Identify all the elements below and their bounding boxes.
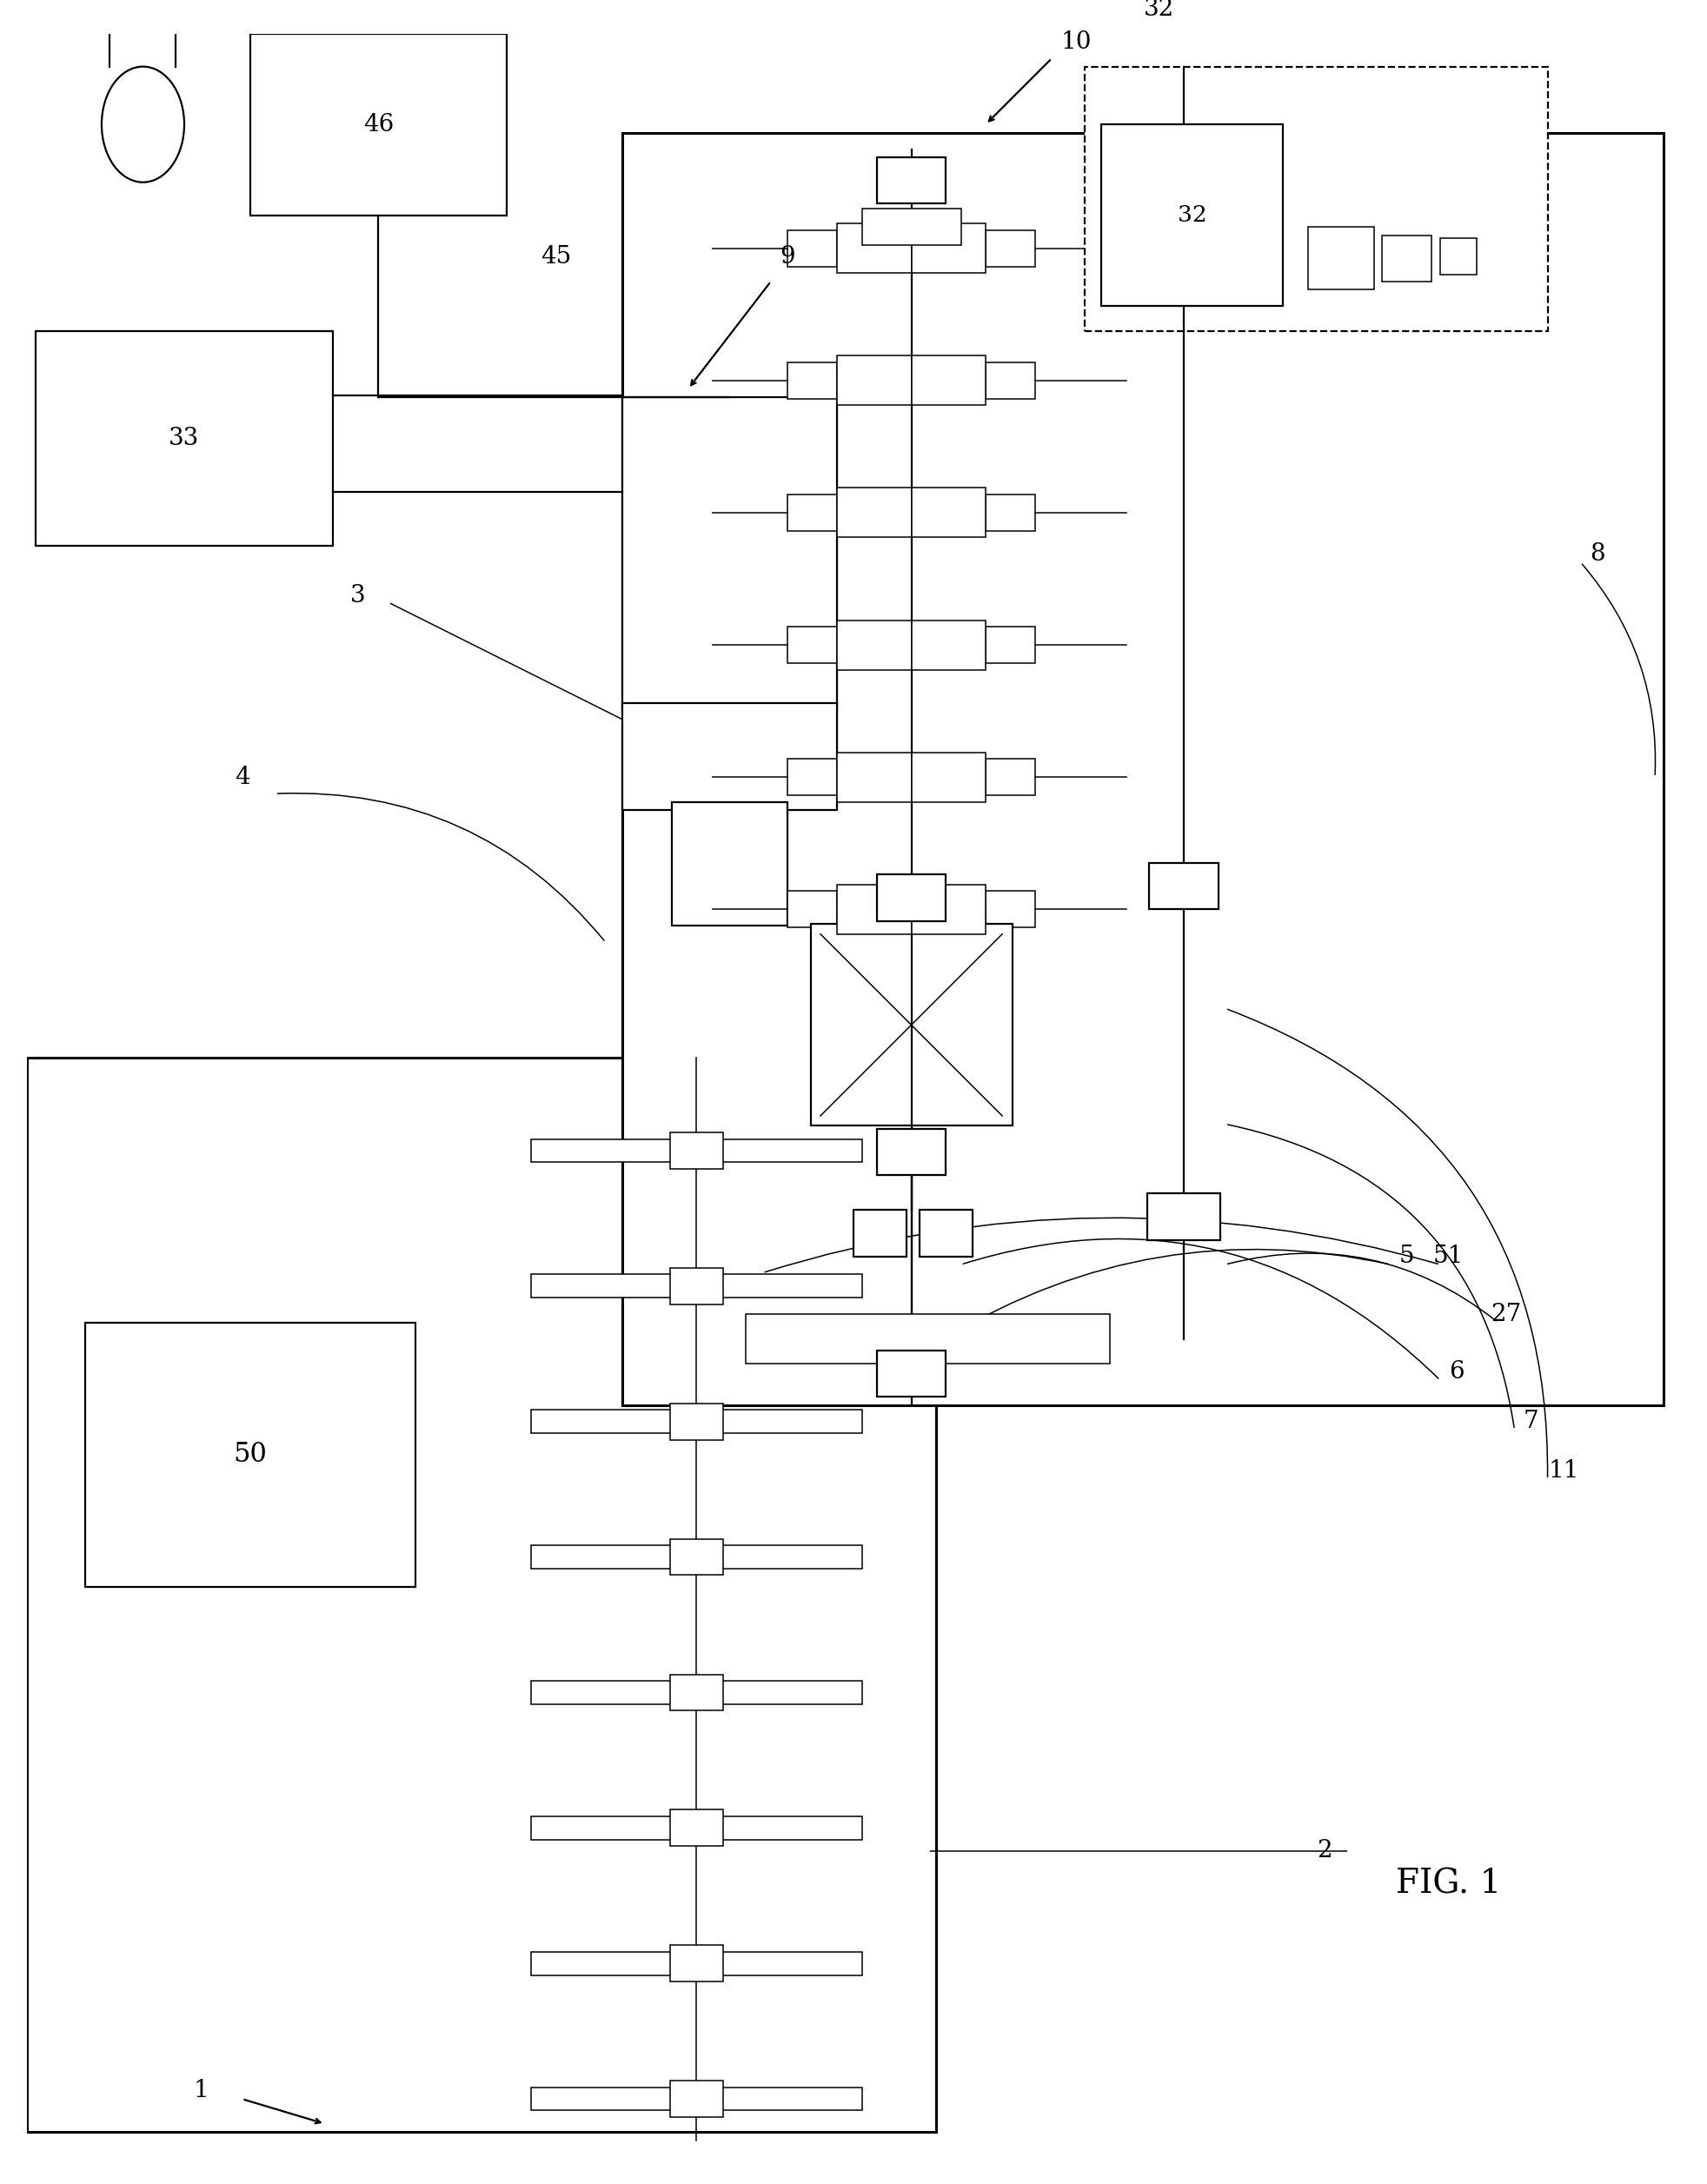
Bar	[877, 874, 946, 922]
Bar	[671, 1675, 724, 1710]
Bar	[671, 1131, 724, 1168]
Bar	[1308, 227, 1374, 290]
Text: 4: 4	[234, 764, 249, 788]
Text: 50: 50	[234, 1441, 268, 1468]
Text: 3: 3	[350, 583, 365, 607]
Text: 46: 46	[364, 114, 394, 135]
Bar	[877, 1129, 946, 1175]
Bar	[1383, 236, 1432, 282]
Bar	[85, 1321, 415, 1588]
Bar	[671, 1946, 724, 1981]
Text: 45: 45	[541, 245, 572, 269]
Bar	[877, 1350, 946, 1398]
Bar	[787, 229, 836, 266]
Text: 27: 27	[1490, 1302, 1521, 1326]
Text: 51: 51	[1432, 1245, 1465, 1269]
Bar	[912, 885, 985, 935]
Bar	[531, 1546, 862, 1568]
Text: 2: 2	[1316, 1839, 1331, 1863]
Bar	[36, 332, 333, 546]
Bar	[621, 133, 1663, 1404]
Bar	[1139, 232, 1231, 264]
Bar	[912, 620, 985, 670]
Bar	[531, 2088, 862, 2110]
Bar	[1441, 238, 1477, 275]
Text: 7: 7	[1523, 1411, 1538, 1433]
Bar	[531, 1411, 862, 1433]
Bar	[985, 891, 1034, 928]
Bar	[251, 33, 507, 216]
Bar	[531, 1275, 862, 1297]
Bar	[836, 223, 912, 273]
Bar	[787, 627, 836, 664]
Bar	[985, 758, 1034, 795]
Bar	[836, 356, 912, 406]
Bar	[1086, 66, 1548, 332]
Bar	[920, 1210, 973, 1256]
Bar	[1149, 863, 1219, 909]
Bar	[836, 487, 912, 537]
Bar	[531, 1952, 862, 1974]
Bar	[531, 1140, 862, 1162]
Bar	[836, 751, 912, 802]
Bar	[671, 1269, 724, 1304]
Text: 6: 6	[1449, 1361, 1465, 1385]
Text: 32: 32	[1144, 0, 1174, 20]
Bar	[912, 223, 985, 273]
Bar	[877, 157, 946, 203]
Bar	[985, 494, 1034, 531]
Bar	[787, 363, 836, 400]
Text: 5: 5	[1400, 1245, 1415, 1269]
Text: 9: 9	[780, 245, 795, 269]
Bar	[621, 397, 836, 712]
Bar	[671, 1540, 724, 1575]
Bar	[811, 924, 1012, 1125]
Text: 11: 11	[1548, 1459, 1579, 1483]
Bar	[787, 494, 836, 531]
Bar	[985, 627, 1034, 664]
Text: 32: 32	[1178, 205, 1207, 227]
Text: 1: 1	[193, 2079, 208, 2103]
Bar	[836, 620, 912, 670]
Bar	[985, 229, 1034, 266]
Ellipse shape	[102, 66, 184, 181]
Bar	[1147, 1192, 1221, 1241]
Bar	[27, 1057, 935, 2132]
Bar	[531, 1682, 862, 1704]
Bar	[787, 758, 836, 795]
Bar	[912, 751, 985, 802]
Bar	[862, 210, 961, 245]
Bar	[673, 802, 787, 926]
Bar	[854, 1210, 906, 1256]
Bar	[912, 356, 985, 406]
Bar	[531, 1817, 862, 1839]
Text: FIG. 1: FIG. 1	[1396, 1867, 1500, 1900]
Text: 8: 8	[1589, 542, 1605, 566]
Bar	[1101, 124, 1284, 306]
Bar	[671, 2081, 724, 2116]
Bar	[671, 1404, 724, 1439]
Bar	[746, 1315, 1110, 1363]
Text: 10: 10	[1062, 31, 1092, 55]
Bar	[912, 487, 985, 537]
Bar	[985, 363, 1034, 400]
Text: 33: 33	[169, 426, 200, 450]
Bar	[671, 1811, 724, 1845]
Bar	[1149, 181, 1219, 229]
Bar	[621, 703, 836, 810]
Bar	[836, 885, 912, 935]
Bar	[787, 891, 836, 928]
